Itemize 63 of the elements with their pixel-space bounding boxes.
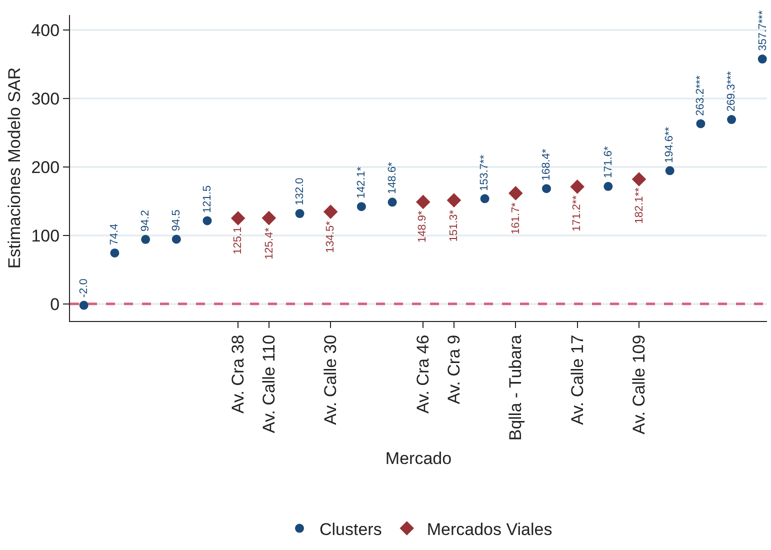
x-tick-label: Av. Cra 38 — [228, 334, 248, 414]
data-label: 125.1 — [232, 226, 244, 254]
data-label: 121.5 — [202, 185, 214, 213]
data-label: 171.6* — [602, 146, 614, 178]
data-label: 94.2 — [140, 210, 152, 232]
x-tick-label: Av. Calle 109 — [630, 334, 649, 434]
point — [416, 194, 430, 210]
x-tick-label: Av. Cra 9 — [444, 334, 464, 404]
point — [696, 119, 706, 128]
point — [480, 194, 490, 204]
data-label: 94.5 — [170, 210, 183, 232]
data-label: 148.9* — [416, 210, 429, 243]
point — [110, 248, 120, 258]
point — [446, 193, 462, 208]
data-label: -2.0 — [78, 278, 90, 298]
data-label: 134.5* — [324, 220, 336, 253]
data-label: 171.2** — [571, 194, 584, 232]
point — [356, 202, 366, 212]
y-tick-label: 200 — [31, 158, 60, 177]
point — [230, 211, 246, 226]
x-tick-label: Av. Calle 30 — [321, 334, 340, 425]
y-tick-label: 0 — [50, 294, 60, 314]
point — [141, 234, 150, 244]
legend-label: Clusters — [320, 520, 382, 539]
point — [758, 54, 767, 64]
data-label: 74.4 — [108, 224, 120, 246]
y-tick-label: 400 — [31, 21, 60, 40]
data-label: 182.1** — [633, 186, 646, 224]
point — [202, 216, 212, 226]
point — [172, 234, 181, 244]
point — [632, 172, 646, 186]
data-label: 263.2*** — [694, 74, 706, 116]
data-label: 148.6* — [386, 161, 399, 194]
point — [727, 115, 736, 124]
point — [388, 198, 397, 207]
legend-label: Mercados Viales — [426, 520, 552, 539]
data-label: 194.6** — [664, 126, 676, 164]
point — [604, 182, 613, 191]
data-label: 161.7* — [510, 202, 522, 234]
data-label: 132.0 — [294, 178, 306, 206]
point — [79, 300, 88, 310]
point — [542, 184, 551, 194]
x-tick-label: Av. Cra 46 — [414, 334, 433, 414]
y-axis-title: Estimaciones Modelo SAR — [4, 67, 24, 269]
point — [665, 166, 674, 176]
x-tick-label: Bqlla - Tubara — [506, 334, 526, 441]
data-label: 269.3*** — [726, 70, 738, 112]
data-label: 151.3* — [448, 209, 460, 242]
point — [262, 210, 276, 226]
x-tick-label: Av. Calle 110 — [259, 334, 278, 434]
point — [570, 180, 584, 194]
data-label: 357.7*** — [756, 10, 769, 51]
data-label: 125.4* — [263, 226, 276, 260]
y-tick-label: 100 — [31, 226, 60, 246]
y-tick-label: 300 — [31, 89, 60, 108]
point — [295, 209, 304, 218]
data-label: 142.1* — [355, 166, 368, 199]
x-axis-title: Mercado — [385, 449, 452, 468]
x-tick-label: Av. Calle 17 — [568, 334, 587, 425]
data-label: 153.7** — [478, 154, 491, 191]
point — [508, 186, 523, 200]
point — [323, 204, 338, 219]
data-label: 168.4* — [540, 148, 552, 181]
